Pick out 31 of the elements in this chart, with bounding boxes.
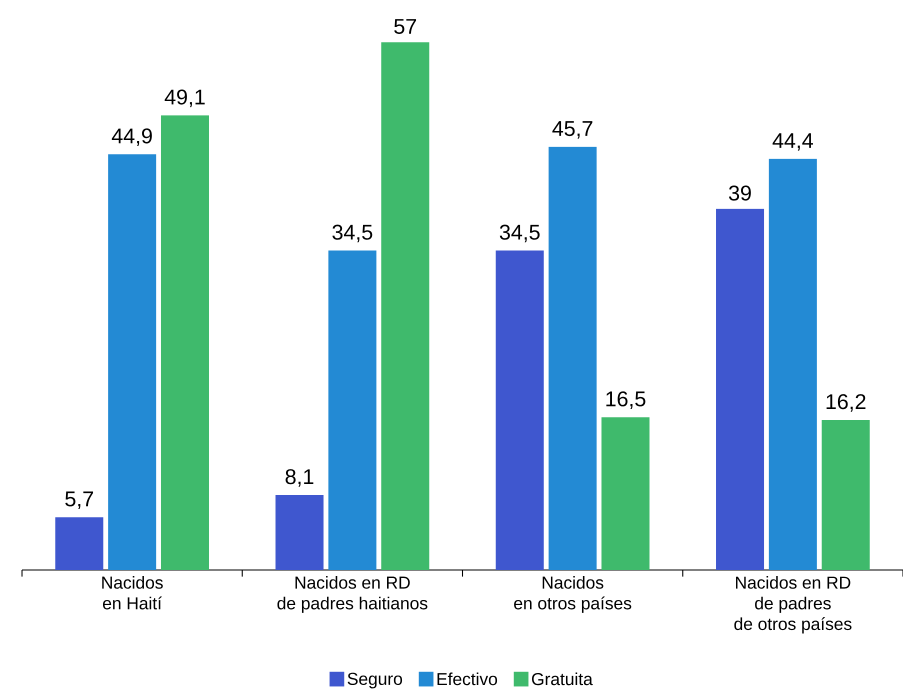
- data-label: 49,1: [164, 89, 205, 108]
- bar: [822, 420, 870, 570]
- bar: [160, 115, 209, 570]
- bar: [108, 154, 156, 570]
- x-tick-label: Nacidos en RD de padres de otros países: [734, 576, 852, 634]
- bar: [55, 517, 104, 570]
- data-label: 45,7: [552, 121, 592, 139]
- data-label: 8,1: [286, 469, 314, 487]
- data-label: 34,5: [332, 224, 372, 242]
- bar: [768, 158, 817, 570]
- x-tick-label: Nacidos en RD de padres haitianos: [277, 576, 428, 613]
- bar: [381, 42, 430, 570]
- bar: [601, 417, 650, 570]
- data-label: 16,2: [826, 394, 866, 412]
- data-label: 16,5: [606, 391, 646, 409]
- data-label: 5,7: [65, 492, 94, 509]
- legend-label: Seguro: [348, 672, 402, 688]
- data-label: 57: [394, 19, 416, 34]
- data-label: 39: [728, 186, 751, 201]
- bar: [328, 250, 376, 570]
- x-tick-label: Nacidos en Haití: [102, 576, 163, 610]
- bar: [548, 146, 597, 570]
- x-tick-label: Nacidos en otros países: [514, 576, 632, 613]
- legend-label: Efectivo: [438, 672, 498, 686]
- bar: [496, 250, 544, 570]
- bar: [276, 495, 324, 570]
- bar: [716, 208, 764, 570]
- data-label: 34,5: [500, 224, 540, 242]
- data-label: 44,4: [772, 133, 813, 151]
- data-label: 44,9: [112, 128, 152, 146]
- legend-label: Gratuita: [532, 672, 593, 686]
